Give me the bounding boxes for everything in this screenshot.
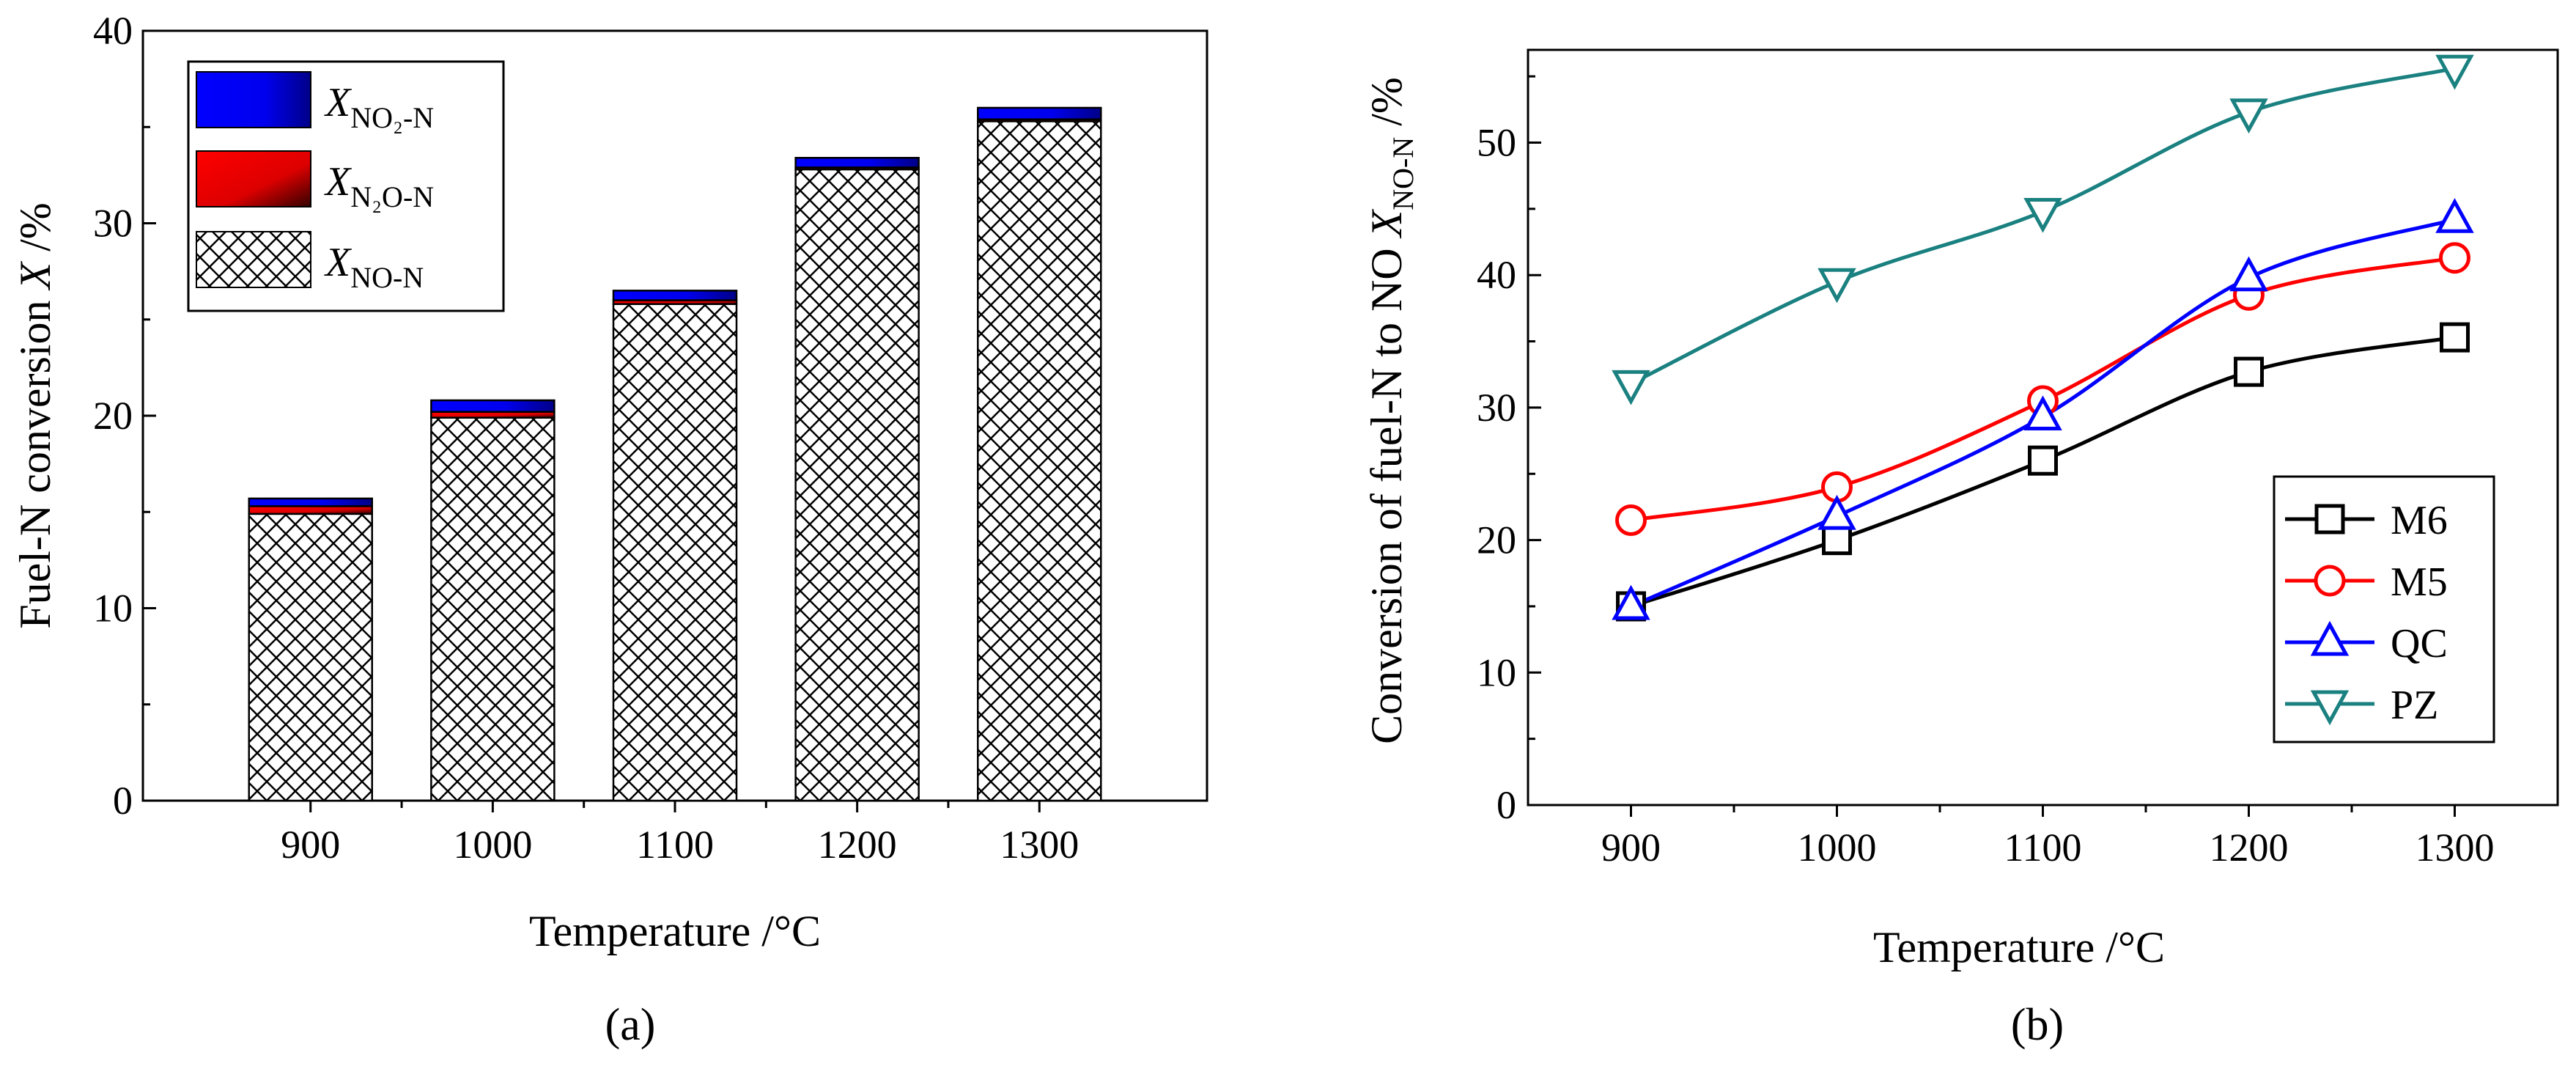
bar-no2-n	[977, 106, 1102, 120]
x-axis-title-a: Temperature /°C	[529, 907, 821, 955]
bar-no2-n	[248, 497, 373, 507]
x-tick-label-a: 1000	[453, 823, 532, 867]
legend-no-main: X	[324, 240, 353, 285]
x-tick-label-b: 1300	[2416, 826, 2495, 870]
bar-no2-n	[430, 399, 556, 413]
data-point-m6	[2234, 356, 2264, 387]
legend-swatch-n2o	[196, 150, 311, 207]
y-tick-label-b: 50	[1477, 120, 1516, 164]
legend-label-no2: XNO₂-N	[324, 80, 434, 134]
y-tick-label-a: 20	[93, 394, 133, 438]
bar-no-n	[612, 303, 738, 802]
y-tick-label-b: 40	[1477, 253, 1516, 297]
line-group-b	[1612, 54, 2474, 622]
panel-label-a: (a)	[605, 1000, 656, 1050]
legend-b: M6 M5 QC PZ	[2273, 475, 2495, 743]
bar-no-n	[977, 120, 1102, 802]
legend-marker-qc	[2310, 620, 2350, 656]
legend-n2o-main: X	[324, 159, 353, 205]
data-point-qc	[1612, 584, 1650, 620]
bar-no-n	[430, 416, 556, 802]
legend-n2o-sub: N₂O-N	[350, 180, 434, 213]
legend-no-sub: NO-N	[350, 261, 424, 294]
y-axis-a: 0 10 20 30 40	[93, 9, 156, 823]
x-tick-label-a: 1200	[818, 823, 897, 867]
y-tick-label-b: 30	[1477, 386, 1516, 430]
legend-marker-m5	[2314, 565, 2346, 597]
bar-no-n	[794, 168, 920, 802]
legend-label-m5: M5	[2391, 559, 2448, 605]
x-tick-label-b: 1000	[1798, 826, 1877, 870]
y-tick-label-a: 0	[113, 779, 133, 823]
y-axis-b: 0 10 20 30 40 50	[1477, 75, 1541, 827]
data-point-pz	[1817, 268, 1856, 304]
y-tick-label-b: 0	[1496, 783, 1516, 827]
bar-n2o-n	[248, 505, 373, 515]
y-tick-label-b: 20	[1477, 518, 1516, 562]
data-point-qc	[2435, 198, 2474, 233]
data-point-qc	[1817, 494, 1856, 530]
y-tick-label-a: 40	[93, 9, 133, 53]
data-point-pz	[2229, 98, 2268, 134]
panel-label-b: (b)	[2011, 1000, 2064, 1050]
data-point-pz	[1612, 370, 1650, 405]
x-tick-label-b: 1100	[2004, 826, 2082, 870]
x-axis-b: 900 1000 1100 1200 1300	[1601, 805, 2495, 870]
panel-b: 0 10 20 30 40 50 900 1000 1100 1200 1300 M6 M5 QC PZ…	[1362, 48, 2559, 1050]
legend-swatch-no2	[196, 71, 311, 128]
legend-label-pz: PZ	[2391, 683, 2438, 728]
data-point-m6	[2028, 445, 2058, 476]
y-tick-label-a: 30	[93, 202, 133, 246]
data-point-m6	[2440, 322, 2470, 353]
legend-label-no: XNO-N	[324, 240, 424, 294]
data-point-m5	[1615, 504, 1647, 536]
data-point-pz	[2023, 197, 2062, 233]
legend-marker-m6	[2314, 504, 2345, 534]
x-tick-label-a: 1100	[636, 823, 714, 867]
x-tick-label-b: 900	[1601, 826, 1661, 870]
legend-label-n2o: XN₂O-N	[324, 159, 434, 213]
legend-no2-sub: NO₂-N	[350, 101, 434, 134]
y-tick-label-a: 10	[93, 587, 133, 631]
y-axis-title-a: Fuel-N conversion X /%	[11, 202, 59, 629]
x-tick-label-a: 900	[281, 823, 340, 867]
data-point-qc	[2023, 395, 2062, 431]
y-tick-label-b: 10	[1477, 650, 1516, 694]
legend-a: XNO₂-N XN₂O-N XNO-N	[187, 60, 505, 312]
x-tick-label-a: 1300	[1000, 823, 1079, 867]
legend-label-m6: M6	[2391, 498, 2448, 543]
y-axis-title-b: Conversion of fuel-N to NO XNO-N /%	[1362, 77, 1420, 744]
x-tick-label-b: 1200	[2210, 826, 2289, 870]
legend-swatch-no	[196, 231, 311, 288]
bar-group-a	[248, 106, 1102, 802]
data-point-pz	[2435, 54, 2474, 90]
bar-no2-n	[794, 157, 920, 169]
bar-no2-n	[612, 290, 738, 301]
legend-label-qc: QC	[2391, 621, 2448, 666]
legend-no2-main: X	[324, 80, 353, 125]
x-axis-title-b: Temperature /°C	[1873, 923, 2165, 971]
legend-marker-pz	[2310, 690, 2350, 726]
data-point-m6	[1822, 525, 1852, 556]
data-point-qc	[2229, 256, 2268, 292]
data-point-m5	[2439, 242, 2470, 274]
x-axis-a: 900 1000 1100 1200 1300	[281, 801, 1079, 867]
bar-no-n	[248, 513, 373, 802]
